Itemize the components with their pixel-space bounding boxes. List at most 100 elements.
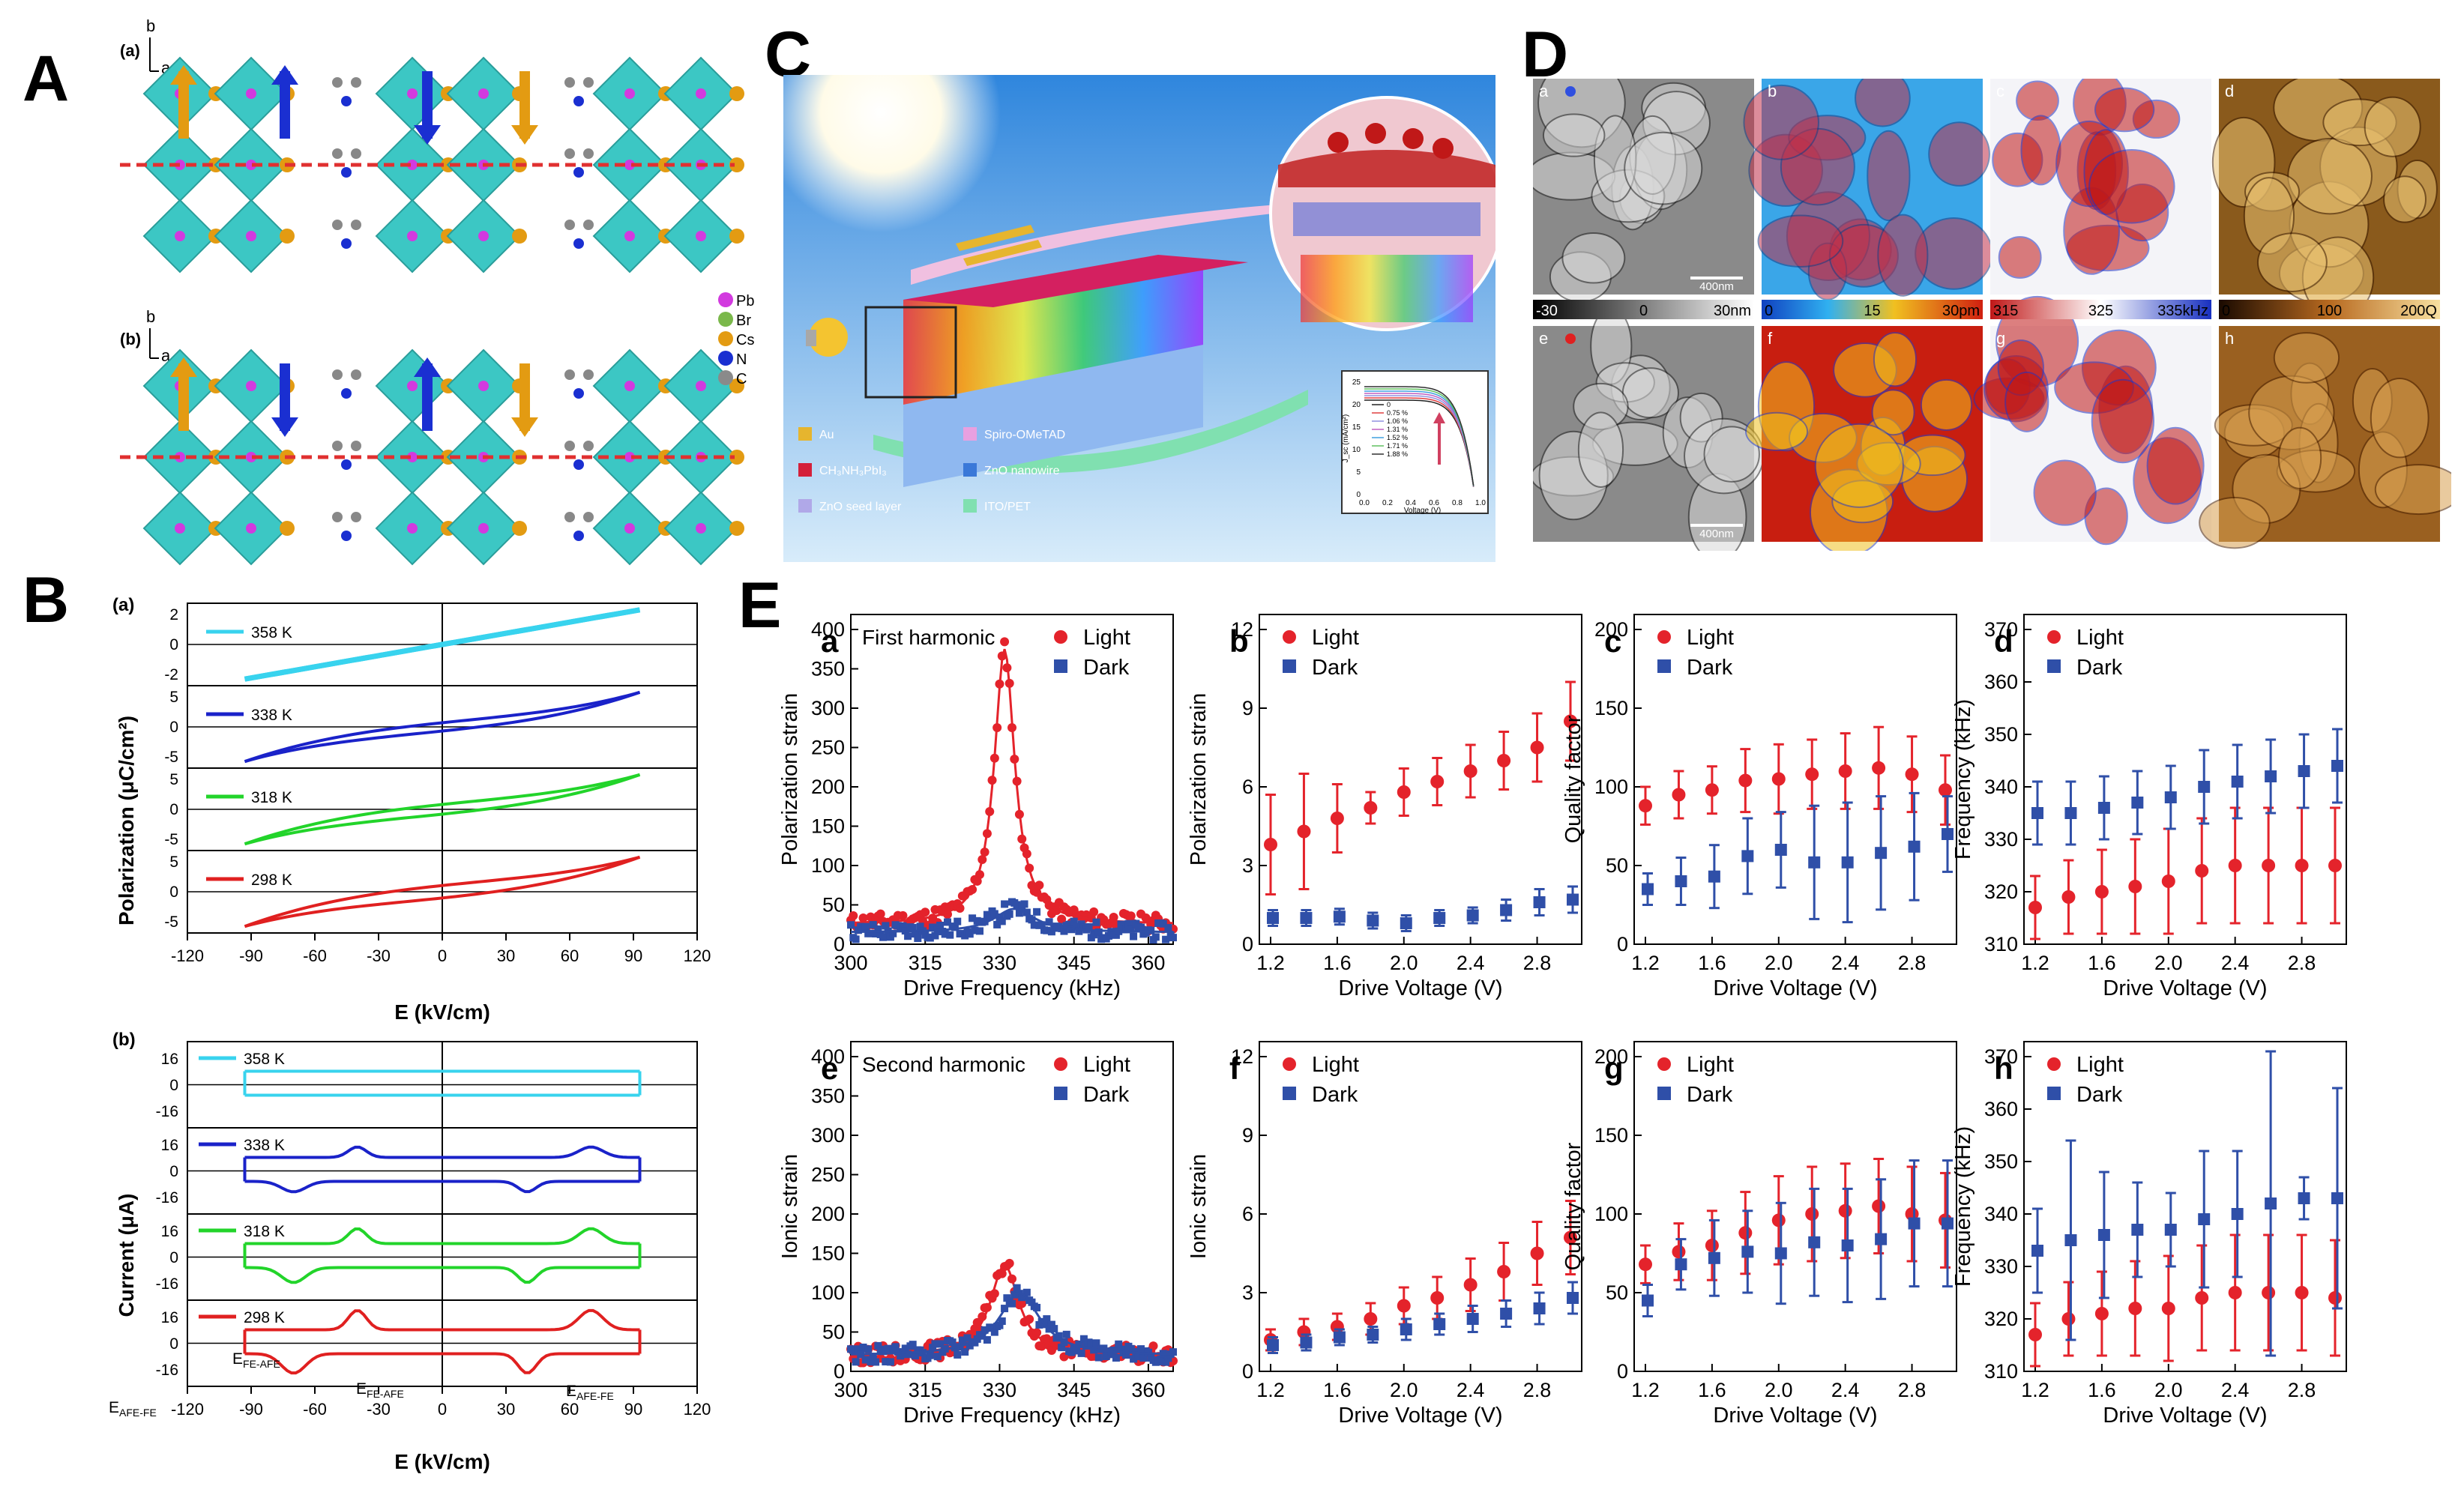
grain	[2273, 332, 2340, 384]
data-point-dark	[1115, 1340, 1123, 1348]
data-point-dark	[879, 1347, 887, 1356]
data-point-dark	[894, 1347, 902, 1356]
data-point-dark	[1267, 1339, 1279, 1351]
pb-atom	[696, 523, 706, 534]
data-point-dark	[929, 923, 937, 931]
pol-tick: 0	[169, 636, 178, 653]
data-point-dark	[1043, 1315, 1051, 1323]
legend-marker-light	[2047, 1057, 2061, 1071]
legend-dark: Dark	[1083, 1083, 1130, 1107]
data-point-dark	[891, 1343, 900, 1351]
data-point-dark	[2265, 770, 2277, 782]
c-atom	[564, 148, 575, 159]
current-reverse-298K	[244, 1352, 640, 1375]
jv-curve	[1364, 395, 1475, 487]
inset-legend-label: 1.06 %	[1387, 417, 1408, 425]
data-point-light	[1463, 764, 1478, 778]
grain	[2374, 464, 2463, 516]
legend-label: ZnO seed layer	[819, 501, 902, 513]
plot-ylabel: Quality factor	[1561, 715, 1585, 843]
legend-light: Light	[1312, 1053, 1359, 1077]
plot-frame	[2023, 614, 2347, 945]
y-tick-label: 360	[1984, 671, 2018, 693]
data-point-light	[921, 907, 930, 917]
data-point-dark	[882, 1358, 890, 1366]
data-point-dark	[1109, 1346, 1118, 1354]
data-point-dark	[1077, 1349, 1085, 1357]
plot-note: First harmonic	[862, 626, 995, 649]
cs-atom	[729, 229, 744, 244]
data-point-light	[1397, 785, 1411, 799]
data-point-dark	[995, 913, 1004, 921]
plot-frame	[1633, 614, 1957, 945]
data-point-dark	[867, 1358, 875, 1366]
data-point-light	[2328, 859, 2342, 872]
data-point-dark	[1567, 893, 1579, 906]
data-point-dark	[2031, 807, 2043, 819]
data-point-dark	[961, 931, 969, 940]
inset-xtick: 0.8	[1452, 499, 1463, 507]
data-point-light	[2028, 1328, 2042, 1341]
colorbar-mid: 15	[1864, 303, 1880, 319]
n-atom	[573, 167, 584, 178]
colorbar-max: 200Q	[2400, 303, 2437, 319]
c-atom	[583, 148, 594, 159]
colorbar-mid: 100	[2317, 303, 2342, 319]
data-point-dark	[1533, 1302, 1546, 1314]
data-point-dark	[951, 923, 959, 931]
map-sublabel: a	[1539, 82, 1549, 100]
legend-label: Au	[819, 429, 834, 441]
panel-a-legend: Pb Br Cs NC	[718, 292, 754, 387]
fit-curve-dark	[850, 1291, 1174, 1356]
cs-atom	[729, 378, 744, 393]
y-tick-label: 340	[1984, 776, 2018, 798]
y-tick-label: 12	[1231, 1045, 1253, 1068]
c-atom	[564, 220, 575, 230]
cur-tick: 0	[169, 1077, 178, 1094]
data-point-light	[1364, 801, 1378, 815]
x-tick-label: 90	[624, 946, 642, 965]
data-point-dark	[1033, 907, 1041, 916]
panel-b-ylabel-a: Polarization (μC/cm²)	[115, 716, 138, 925]
x-tick-label: 120	[684, 946, 711, 965]
data-point-dark	[1127, 925, 1135, 933]
data-point-dark	[886, 1358, 894, 1366]
data-point-dark	[1094, 1353, 1103, 1362]
panel-b-xlabel-b: E (kV/cm)	[394, 1450, 490, 1473]
colorbar-min: 315	[1993, 303, 2018, 319]
cur-tick: 16	[161, 1137, 178, 1154]
y-tick-label: 200	[1594, 1045, 1628, 1068]
plot-frame	[1259, 1041, 1582, 1372]
x-tick-label: 2.4	[2221, 952, 2250, 974]
y-tick-label: 310	[1984, 933, 2018, 955]
data-point-dark	[954, 917, 962, 925]
data-point-light	[1497, 1265, 1511, 1278]
data-point-dark	[1159, 919, 1167, 928]
legend-swatch	[963, 499, 977, 513]
legend-temp-318K: 318 K	[251, 789, 292, 806]
data-point-light	[858, 913, 868, 922]
data-point-dark	[2331, 1192, 2343, 1204]
pb-atom	[175, 523, 185, 534]
data-point-dark	[849, 1347, 858, 1355]
data-point-dark	[1942, 828, 1954, 840]
x-tick-label: -90	[239, 946, 263, 965]
data-point-dark	[1065, 920, 1073, 928]
x-tick-label: 345	[1057, 952, 1091, 974]
colorbar-max: 30nm	[1714, 303, 1751, 319]
data-point-dark	[1060, 1338, 1068, 1347]
data-point-dark	[2298, 1192, 2310, 1204]
data-point-dark	[993, 920, 1001, 928]
legend-dark: Dark	[2076, 656, 2123, 680]
data-point-dark	[1333, 910, 1346, 923]
data-point-dark	[1642, 883, 1654, 895]
data-point-light	[2028, 901, 2042, 914]
data-point-dark	[963, 1334, 972, 1342]
legend-label-n: N	[736, 351, 747, 368]
data-point-dark	[1067, 1348, 1076, 1356]
data-point-dark	[1127, 1344, 1135, 1353]
pb-atom	[696, 231, 706, 241]
panel-b-loops: (a) (b) Polarization (μC/cm²) Current (μ…	[109, 595, 711, 1473]
inset-legend-label: 1.88 %	[1387, 450, 1408, 458]
data-point-light	[1530, 1246, 1544, 1260]
